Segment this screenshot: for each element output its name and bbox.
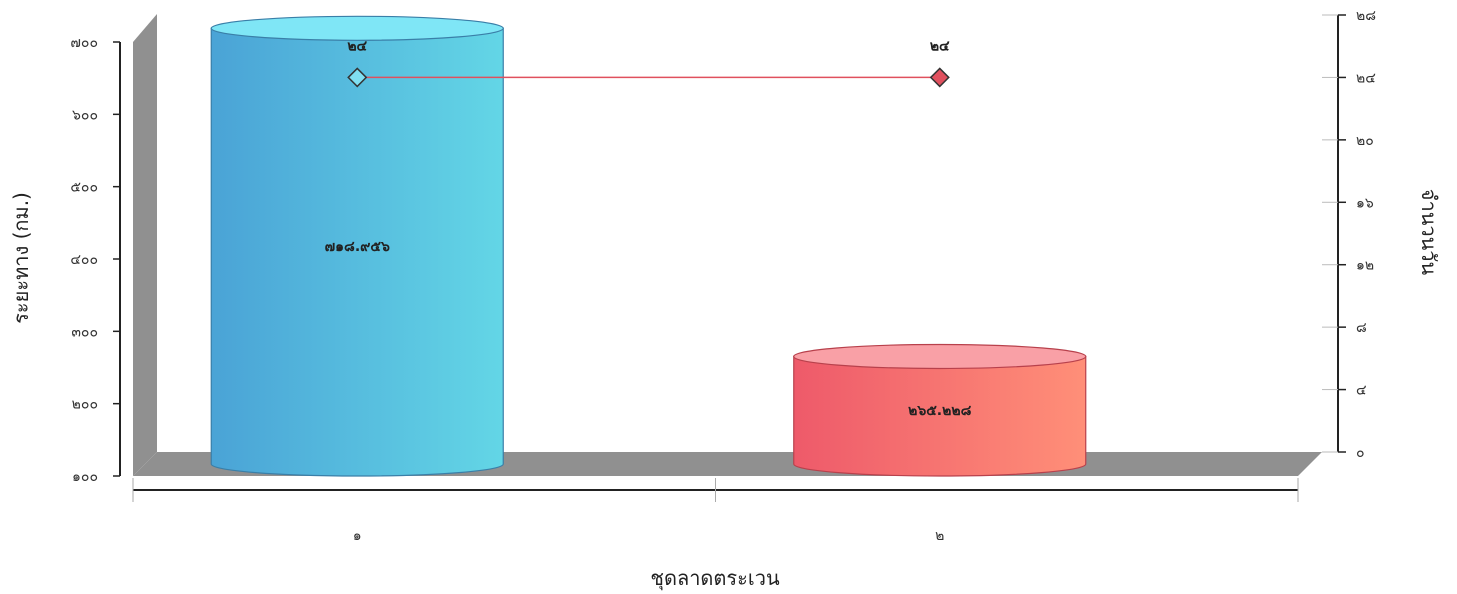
y-tick-label: ๗๐๐ xyxy=(70,35,98,51)
bar-value-label: ๗๑๘.๙๕๖ xyxy=(325,239,390,255)
y2-tick-label: ๒๔ xyxy=(1356,70,1376,86)
y-tick-label: ๕๐๐ xyxy=(70,180,98,196)
y-tick-label: ๒๐๐ xyxy=(72,397,98,413)
y2-tick-label: ๒๘ xyxy=(1356,8,1376,24)
y-tick-label: ๖๐๐ xyxy=(72,107,98,123)
bar-body xyxy=(793,355,1087,477)
x-tick-label: ๑ xyxy=(353,528,362,544)
y-ticks-right: ๐ ๔ ๘ ๑๒ ๑๖ ๒๐ ๒๔ ๒๘ xyxy=(1322,8,1376,461)
back-wall xyxy=(133,14,157,476)
y2-axis-title: จำนวนวัน xyxy=(1417,189,1441,276)
y-axis-title: ระยะทาง (กม.) xyxy=(9,192,33,324)
bar: ๒๖๕.๒๒๘ xyxy=(793,343,1087,477)
bar-value-label: ๒๖๕.๒๒๘ xyxy=(908,403,971,419)
y2-tick-label: ๑๖ xyxy=(1356,195,1374,211)
y2-tick-label: ๘ xyxy=(1356,320,1367,336)
bar-top xyxy=(210,15,504,41)
line-point xyxy=(929,67,950,88)
y-tick-label: ๑๐๐ xyxy=(72,469,98,485)
line-point xyxy=(347,67,368,88)
y2-tick-label: ๑๒ xyxy=(1356,258,1374,274)
y2-tick-label: ๔ xyxy=(1356,383,1367,399)
line-series: ๒๔ ๒๔ xyxy=(347,38,950,88)
x-tick-label: ๒ xyxy=(935,528,944,544)
y-ticks-left: ๑๐๐ ๒๐๐ ๓๐๐ ๔๐๐ ๕๐๐ ๖๐๐ ๗๐๐ xyxy=(70,35,120,485)
line-point-label: ๒๔ xyxy=(347,38,367,54)
x-ticks: ๑๒ xyxy=(132,478,1299,544)
y2-tick-label: ๒๐ xyxy=(1356,133,1374,149)
bar-top xyxy=(793,343,1087,370)
y2-tick-label: ๐ xyxy=(1356,445,1365,461)
x-axis-title: ชุดลาดตระเวน xyxy=(650,566,780,591)
y-tick-label: ๔๐๐ xyxy=(70,252,98,268)
line-point-label: ๒๔ xyxy=(930,38,950,54)
bar: ๗๑๘.๙๕๖ xyxy=(210,15,504,477)
y-tick-label: ๓๐๐ xyxy=(71,324,98,340)
bar-body xyxy=(210,27,504,477)
